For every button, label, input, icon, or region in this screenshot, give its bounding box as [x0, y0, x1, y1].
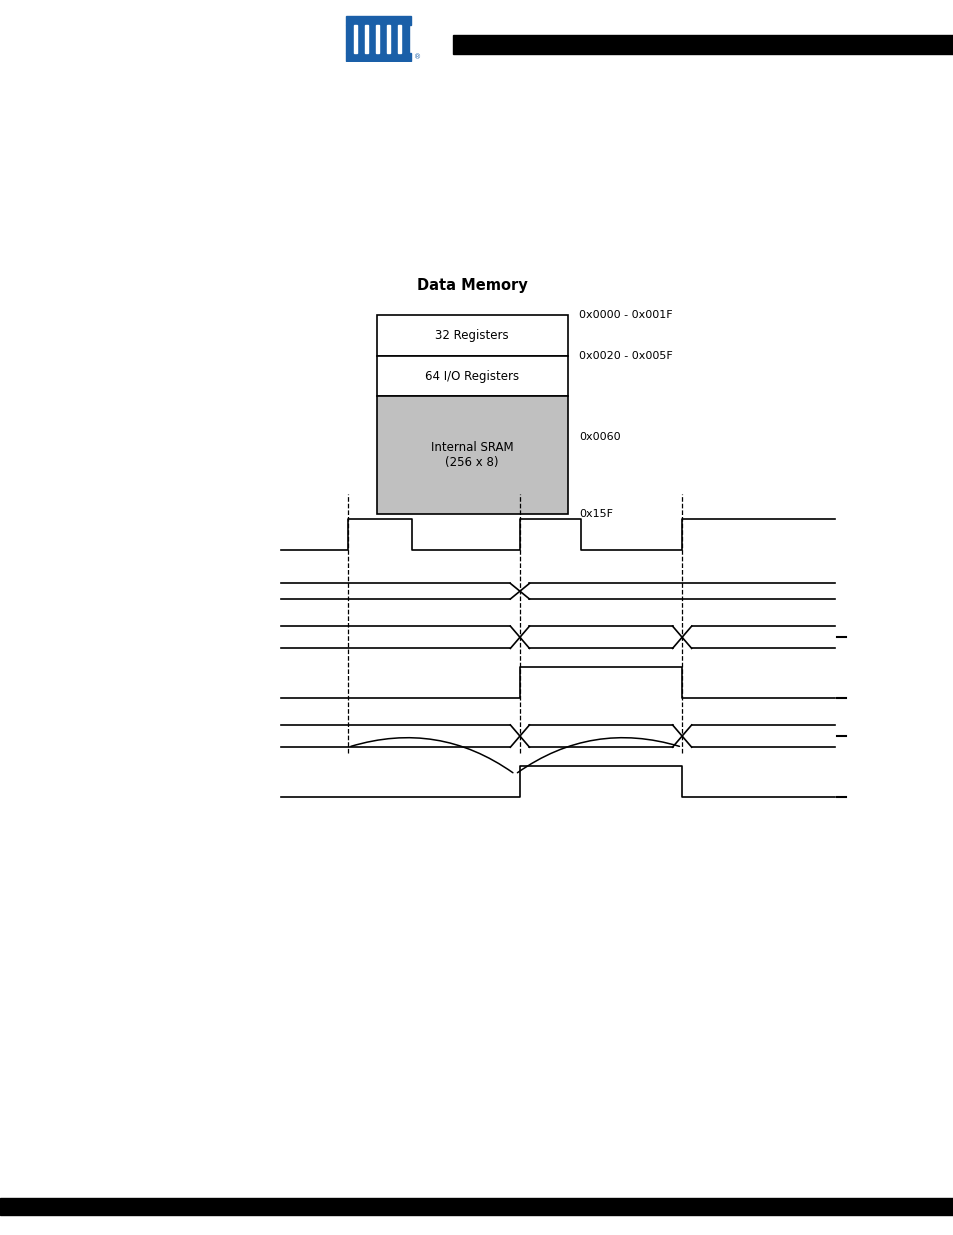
- Bar: [0, 1198, 953, 1215]
- Bar: [346, 25, 354, 53]
- Bar: [368, 25, 375, 53]
- Bar: [387, 25, 389, 53]
- Bar: [400, 25, 408, 53]
- Text: 0x15F: 0x15F: [578, 509, 613, 519]
- Bar: [397, 25, 400, 53]
- Text: 0x0000 - 0x001F: 0x0000 - 0x001F: [578, 310, 672, 320]
- Bar: [354, 25, 356, 53]
- Bar: [356, 25, 365, 53]
- Text: 64 I/O Registers: 64 I/O Registers: [425, 369, 518, 383]
- Text: 0x0020 - 0x005F: 0x0020 - 0x005F: [578, 351, 672, 361]
- Bar: [389, 25, 397, 53]
- Text: Data Memory: Data Memory: [416, 278, 527, 293]
- Bar: [365, 25, 368, 53]
- Bar: [346, 53, 411, 61]
- Bar: [378, 25, 387, 53]
- Bar: [453, 35, 953, 54]
- Text: 32 Registers: 32 Registers: [435, 329, 509, 342]
- Bar: [346, 16, 411, 25]
- Text: 0x0060: 0x0060: [578, 432, 620, 442]
- Bar: [376, 356, 567, 396]
- Text: ®: ®: [414, 54, 421, 61]
- Bar: [376, 315, 567, 356]
- Bar: [375, 25, 378, 53]
- Bar: [376, 396, 567, 514]
- Text: Internal SRAM
(256 x 8): Internal SRAM (256 x 8): [431, 441, 513, 469]
